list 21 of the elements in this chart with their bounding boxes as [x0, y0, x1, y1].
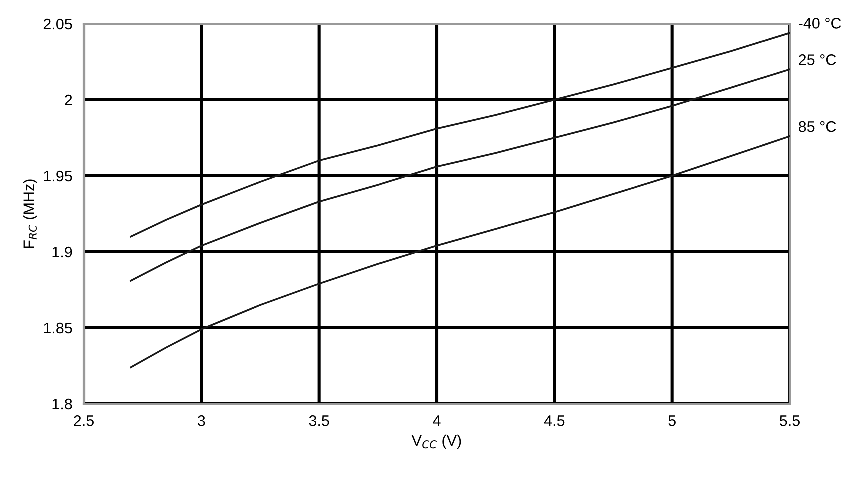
- y-tick-label: 1.9: [52, 246, 72, 258]
- line-series: [130, 32, 790, 238]
- line-series: [130, 136, 790, 368]
- y-tick-label: 1.85: [44, 322, 72, 334]
- x-tick-label: 3.5: [309, 416, 330, 426]
- x-tick-label: 2.5: [74, 416, 94, 426]
- y-tick-label: 1.8: [52, 398, 72, 410]
- line-series: [130, 68, 790, 282]
- x-tick-label: 4: [433, 416, 441, 426]
- series-label: -40 °C: [799, 18, 842, 29]
- y-tick-label: 1.95: [44, 170, 72, 182]
- y-axis-title: F$_{RC}$ (MHz): [23, 180, 38, 248]
- x-axis-title: V$_{CC}$ (V): [412, 434, 462, 450]
- y-tick-label: 2.05: [44, 18, 72, 30]
- series-label: 25 °C: [799, 54, 836, 66]
- x-tick-label: 5: [668, 416, 676, 426]
- x-tick-label: 4.5: [544, 416, 565, 426]
- x-tick-label: 5.5: [780, 416, 800, 426]
- series-label: 85 °C: [798, 121, 836, 132]
- y-tick-label: 2: [65, 94, 72, 106]
- x-tick-label: 3: [198, 416, 206, 426]
